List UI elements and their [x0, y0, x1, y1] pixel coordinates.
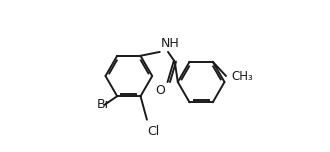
Text: O: O	[155, 84, 165, 97]
Text: Br: Br	[96, 98, 110, 111]
Text: CH₃: CH₃	[231, 69, 253, 83]
Text: NH: NH	[161, 37, 180, 50]
Text: Cl: Cl	[148, 125, 160, 138]
